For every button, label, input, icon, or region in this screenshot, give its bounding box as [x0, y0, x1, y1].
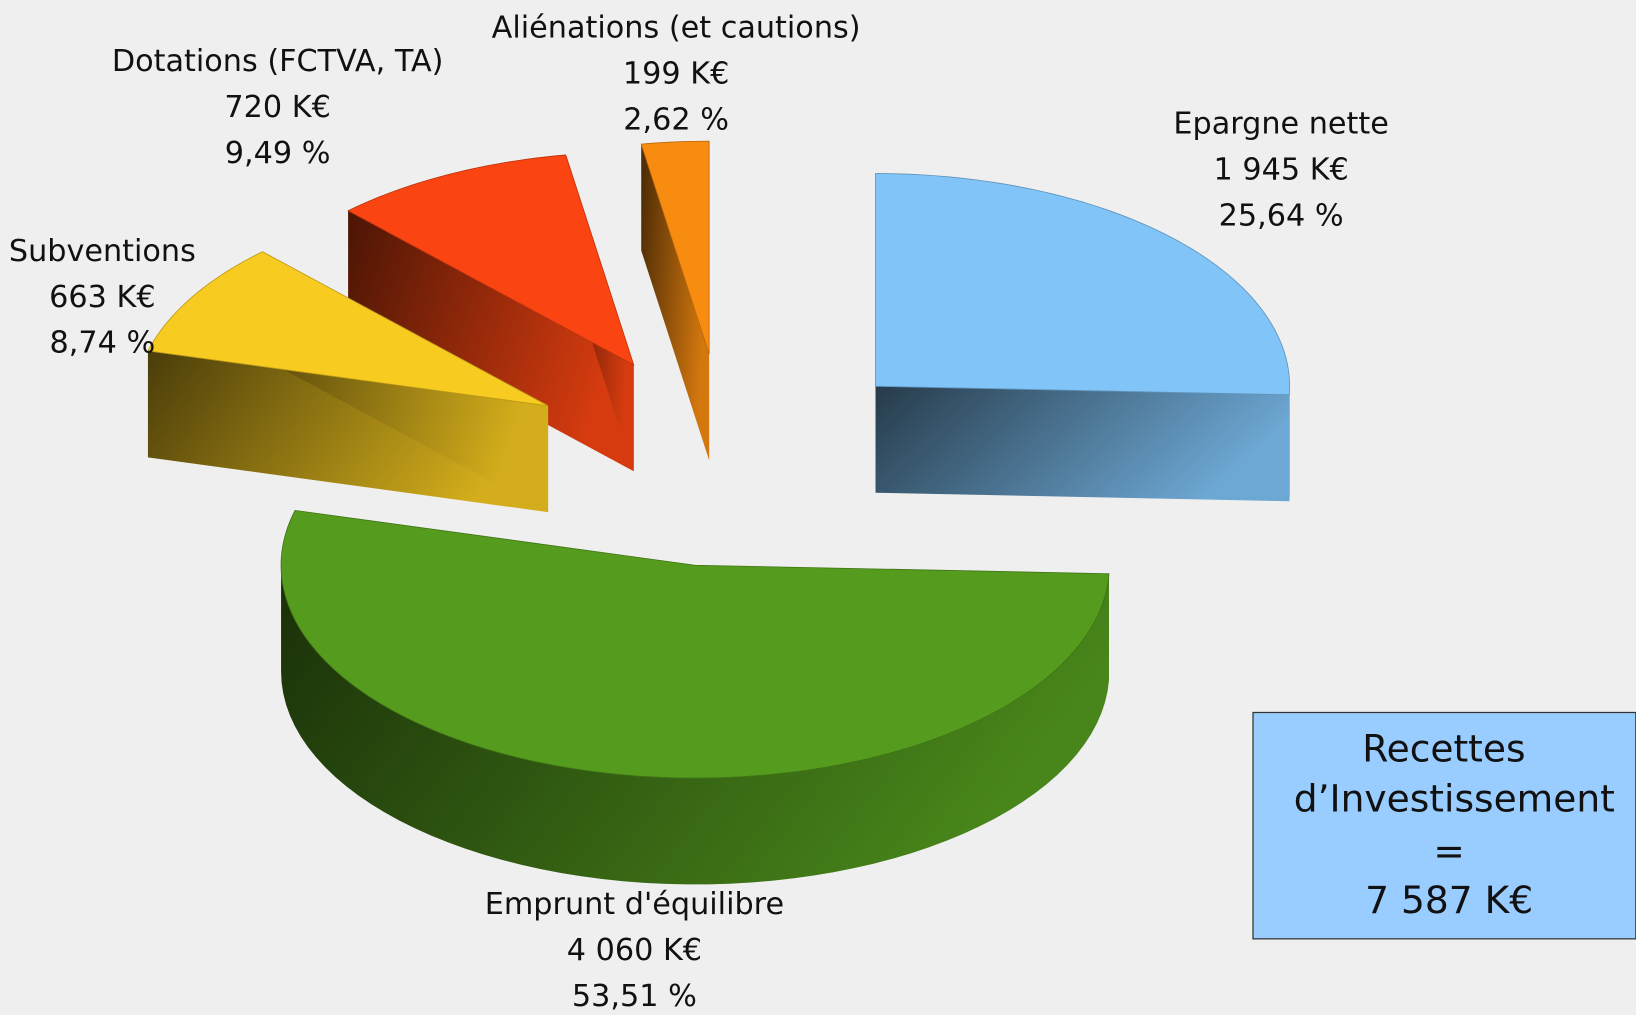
pie	[147, 140, 1291, 885]
total-box-line: Recettes	[1362, 727, 1525, 771]
slice-side	[875, 386, 1290, 502]
slice-top	[280, 509, 1110, 779]
slice-percent-label: 25,64 %	[1219, 198, 1344, 233]
slice-percent-label: 53,51 %	[572, 979, 697, 1014]
slice-label: Dotations (FCTVA, TA)	[112, 44, 444, 79]
labels: Epargne nette 1 945 K€ 25,64 % Emprunt d'éq…	[9, 11, 1389, 1014]
slice-value-label: 4 060 K€	[567, 933, 702, 968]
slice-side	[147, 350, 549, 513]
slice-percent-label: 9,49 %	[225, 136, 331, 171]
slice-value-label: 199 K€	[623, 57, 729, 92]
total-box-bg	[1252, 711, 1636, 940]
slice-value-label: 663 K€	[49, 280, 155, 315]
slice-top	[875, 173, 1291, 396]
slice-value-label: 720 K€	[224, 90, 330, 125]
slice	[280, 509, 1110, 885]
slice	[875, 173, 1291, 502]
slice-wall	[281, 565, 1110, 885]
total-box-line: =	[1433, 829, 1464, 873]
slice-top	[147, 251, 549, 407]
slice-percent-label: 2,62 %	[623, 103, 729, 138]
slice-side	[348, 210, 634, 472]
slice-value-label: 1 945 K€	[1214, 153, 1349, 188]
total-box-line: d’Investissement	[1294, 777, 1615, 821]
total-box: Recettes d’Investissement = 7 587 K€	[1252, 711, 1636, 940]
slice-label: Emprunt d'équilibre	[485, 887, 784, 922]
slice	[347, 154, 635, 472]
total-box-line: 7 587 K€	[1365, 878, 1533, 922]
slice-percent-label: 8,74 %	[50, 326, 156, 361]
slice-label: Aliénations (et cautions)	[492, 11, 861, 46]
slice	[640, 140, 710, 461]
slice-label: Subventions	[9, 234, 196, 269]
slice-label: Epargne nette	[1173, 107, 1388, 142]
slice-top	[640, 140, 710, 355]
slice-side	[641, 144, 710, 461]
slice	[147, 251, 549, 513]
slice-top	[347, 154, 635, 366]
